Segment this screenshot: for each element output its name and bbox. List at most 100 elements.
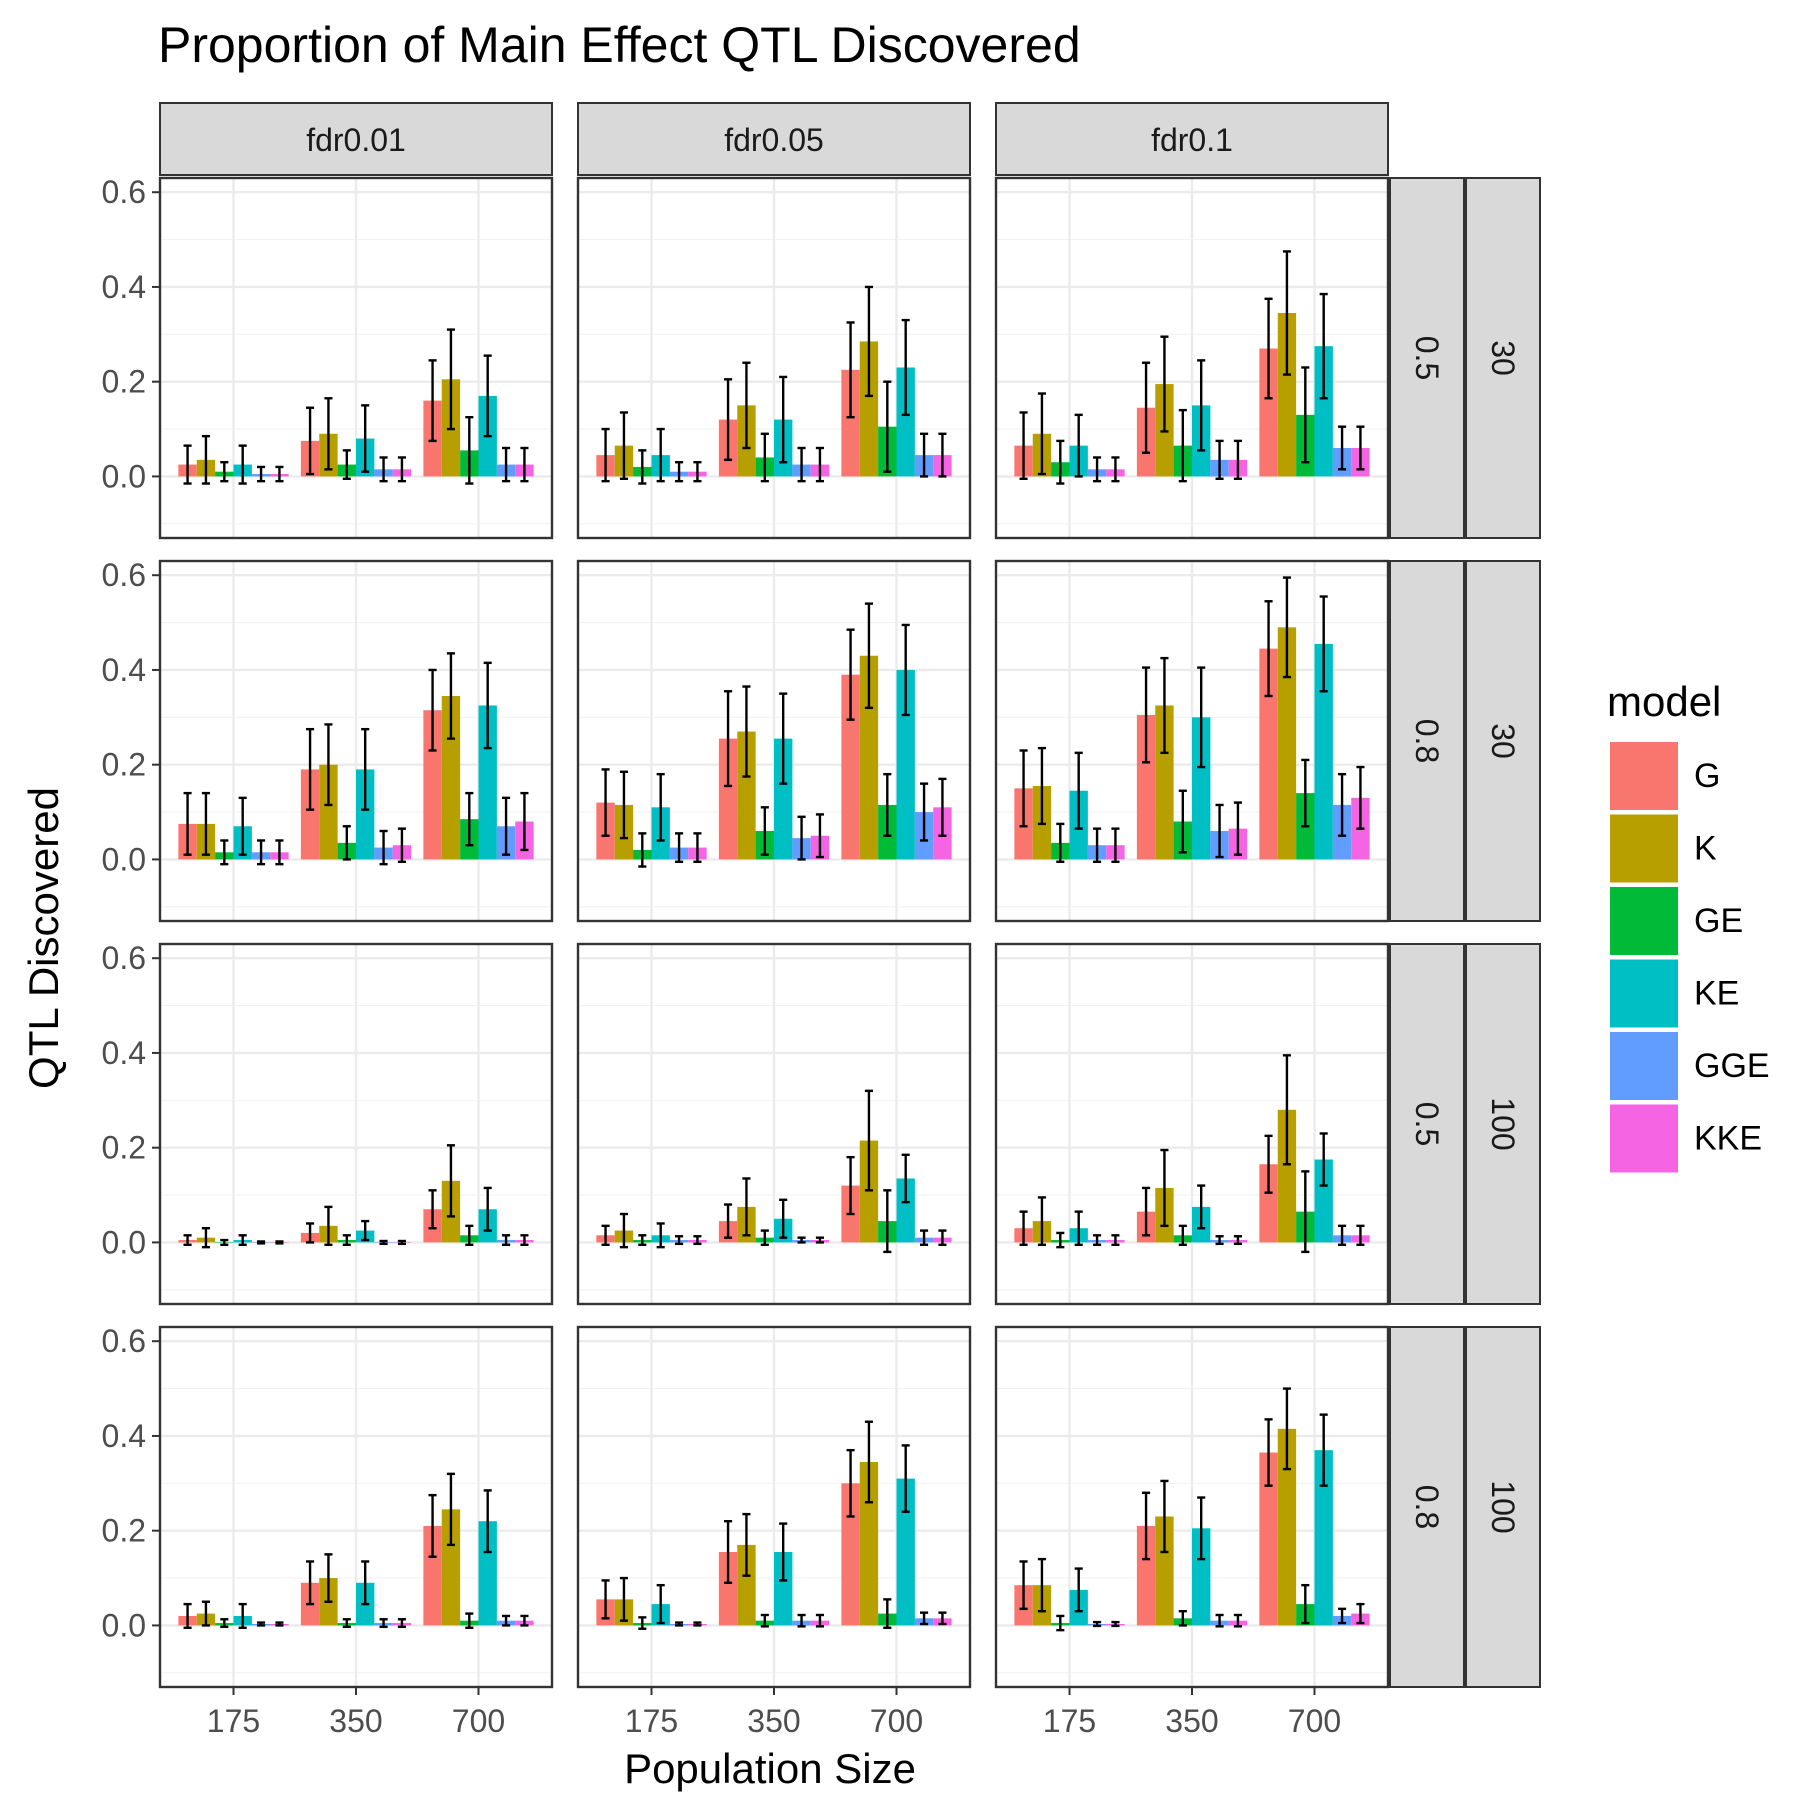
y-tick-label: 0.2 [102, 1513, 146, 1549]
bar [478, 1521, 497, 1626]
panel-border [158, 559, 554, 923]
bar [1277, 627, 1297, 860]
bar [1277, 313, 1297, 477]
y-tick-label: 0.6 [102, 940, 146, 976]
chart-title: Proportion of Main Effect QTL Discovered [158, 17, 1081, 73]
bar [841, 369, 860, 477]
bar [859, 1462, 879, 1626]
bar [1259, 1452, 1278, 1626]
bar [1136, 1525, 1156, 1626]
bar [1277, 1109, 1297, 1243]
y-tick-label: 0.4 [102, 1035, 146, 1071]
y-tick-label: 0.4 [102, 1418, 146, 1454]
y-tick-label: 0.0 [102, 458, 146, 494]
facet-strip-row [1389, 177, 1465, 539]
bar [1259, 348, 1278, 477]
bar [1314, 1159, 1333, 1243]
x-tick-label: 700 [1288, 1703, 1341, 1739]
legend-title: model [1607, 678, 1721, 725]
y-tick-label: 0.4 [102, 269, 146, 305]
legend-swatch [1610, 959, 1678, 1028]
y-tick-label: 0.0 [102, 1607, 146, 1643]
facet-strip-col-label: fdr0.05 [724, 122, 824, 158]
facet-strip-row-label: 0.8 [1409, 719, 1445, 763]
bar [1259, 648, 1278, 860]
facet-strip-col [159, 102, 553, 176]
bar [737, 731, 756, 860]
y-tick-label: 0.6 [102, 174, 146, 210]
facet-strip-row [1465, 1326, 1541, 1688]
legend-swatch [1610, 742, 1678, 810]
facet-strip-row-label: 0.8 [1409, 1485, 1445, 1529]
legend-label: KE [1694, 975, 1739, 1013]
bar [896, 367, 915, 477]
y-tick-label: 0.4 [102, 652, 146, 688]
bar [1314, 346, 1333, 477]
bar [737, 1544, 756, 1626]
legend-items: GK GE KE GGE KKE [1610, 742, 1770, 1173]
facet-panel: 0.0 0.2 0.4 0.6 [102, 174, 554, 540]
x-tick-label: 175 [207, 1703, 260, 1739]
panel-border [158, 942, 554, 1306]
bar [423, 710, 442, 860]
facet-panel: 0.0 0.2 0.4 0.6 [102, 557, 554, 923]
panel-border [994, 176, 1390, 540]
facet-strip-row-label: 0.5 [1409, 336, 1445, 380]
facet-panel [994, 176, 1390, 540]
facet-strip-row-label: 100 [1485, 1480, 1521, 1533]
y-tick-label: 0.6 [102, 1323, 146, 1359]
facet-strip-row [1389, 943, 1465, 1305]
facet-panel: 175 350 700 [994, 1325, 1390, 1739]
facet-panel: 0.0 0.2 0.4 0.6 175 350 700 [102, 1323, 554, 1739]
bar [1314, 1450, 1333, 1626]
bar [896, 1478, 915, 1626]
bar [478, 705, 497, 860]
bar [718, 1552, 738, 1626]
facet-strip-row [1389, 1326, 1465, 1688]
bar [841, 1483, 860, 1626]
x-tick-label: 700 [452, 1703, 505, 1739]
legend-label: GGE [1694, 1047, 1770, 1085]
facet-strip-row [1389, 560, 1465, 922]
legend-swatch [1610, 1104, 1678, 1173]
panel-border [994, 559, 1390, 923]
facet-strip-row [1465, 560, 1541, 922]
facet-strip-col-label: fdr0.1 [1151, 122, 1233, 158]
bar [896, 1178, 915, 1243]
legend: model GK GE KE GGE KKE [1607, 678, 1770, 1173]
bar [841, 674, 860, 860]
y-tick-label: 0.0 [102, 1224, 146, 1260]
x-tick-label: 350 [747, 1703, 800, 1739]
facet-panel [576, 559, 972, 923]
bar [300, 769, 320, 860]
facet-strip-row-label: 0.5 [1409, 1102, 1445, 1146]
facet-panel [576, 176, 972, 540]
y-tick-label: 0.0 [102, 841, 146, 877]
bar [441, 696, 461, 860]
y-tick-label: 0.2 [102, 364, 146, 400]
bar [1277, 1428, 1297, 1626]
bar [774, 1552, 793, 1626]
bar [356, 769, 375, 860]
facet-strip-col [577, 102, 971, 176]
panel-border [576, 559, 972, 923]
facet-strip-row-label: 100 [1485, 1097, 1521, 1150]
legend-swatch [1610, 814, 1678, 883]
bar [1314, 643, 1333, 860]
panel-border [994, 942, 1390, 1306]
facet-strip-row [1465, 177, 1541, 539]
panel-border [576, 942, 972, 1306]
legend-label: G [1694, 757, 1720, 795]
bar [319, 764, 338, 860]
bar [774, 738, 793, 860]
facet-strip-col-label: fdr0.01 [306, 122, 406, 158]
bar [1259, 1164, 1278, 1243]
y-tick-label: 0.6 [102, 557, 146, 593]
facet-panel [576, 942, 972, 1306]
bar [1192, 717, 1211, 860]
panels-layer: fdr0.01 fdr0.05 fdr0.1 0.5 30 0.8 30 0.5 100 0.8 1… [102, 102, 1541, 1739]
panel-border [576, 176, 972, 540]
facet-panel [994, 942, 1390, 1306]
facet-panel: 0.0 0.2 0.4 0.6 [102, 940, 554, 1306]
legend-label: GE [1694, 902, 1743, 940]
